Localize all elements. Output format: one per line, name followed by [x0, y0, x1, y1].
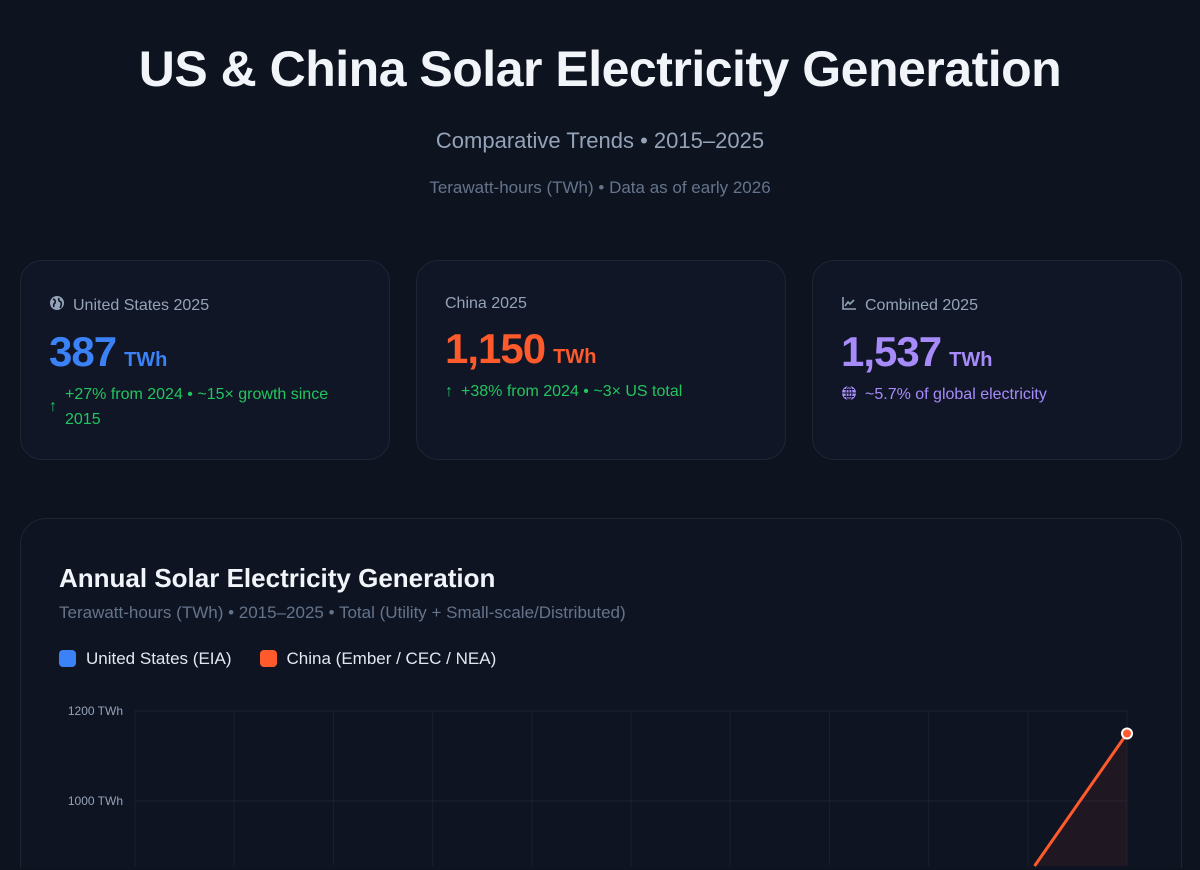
card-note: +27% from 2024 • ~15× growth since 2015: [65, 386, 329, 428]
world-icon: [841, 382, 857, 407]
page-note: Terawatt-hours (TWh) • Data as of early …: [429, 178, 771, 197]
page-subtitle: Comparative Trends • 2015–2025: [435, 128, 765, 153]
card-label: China 2025: [445, 295, 527, 312]
legend-label: United States (EIA): [86, 649, 232, 668]
chart-line-icon: [841, 295, 857, 316]
y-tick-label: 1200 TWh: [68, 704, 123, 718]
china-stat-card: China 2025 1,150 TWh ↑ +38% from 2024 • ~3…: [416, 260, 786, 460]
page-title: US & China Solar Electricity Generation: [138, 41, 1062, 97]
y-tick-label: 1000 TWh: [68, 794, 123, 808]
card-label: Combined 2025: [865, 296, 978, 314]
card-unit: TWh: [553, 346, 597, 368]
arrow-up-icon: ↑: [445, 383, 453, 400]
globe-icon: [49, 295, 65, 316]
combined-stat-card: Combined 2025 1,537 TWh ~5.7% of global e…: [812, 260, 1182, 460]
chart-panel: Annual Solar Electricity Generation Tera…: [20, 518, 1182, 868]
card-note: ~5.7% of global electricity: [865, 386, 1047, 403]
card-value: 1,150: [445, 325, 546, 372]
card-unit: TWh: [124, 349, 168, 371]
series-line-1: [1033, 732, 1129, 867]
card-unit: TWh: [949, 349, 993, 371]
chart-title: Annual Solar Electricity Generation: [59, 563, 496, 593]
chart-subtitle: Terawatt-hours (TWh) • 2015–2025 • Total…: [59, 603, 626, 622]
card-value: 387: [49, 328, 117, 375]
card-note: +38% from 2024 • ~3× US total: [461, 383, 683, 400]
card-value: 1,537: [841, 328, 942, 375]
us-stat-card: United States 2025 387 TWh ↑ +27% from 202…: [20, 260, 390, 460]
arrow-up-icon: ↑: [49, 398, 57, 415]
legend-item-china[interactable]: China (Ember / CEC / NEA): [259, 649, 497, 669]
legend-label: China (Ember / CEC / NEA): [286, 649, 497, 668]
card-label: United States 2025: [73, 296, 210, 314]
chart-legend: United States (EIA) China (Ember / CEC /…: [59, 649, 496, 669]
data-point: [1121, 727, 1133, 740]
legend-item-us[interactable]: United States (EIA): [59, 649, 232, 669]
